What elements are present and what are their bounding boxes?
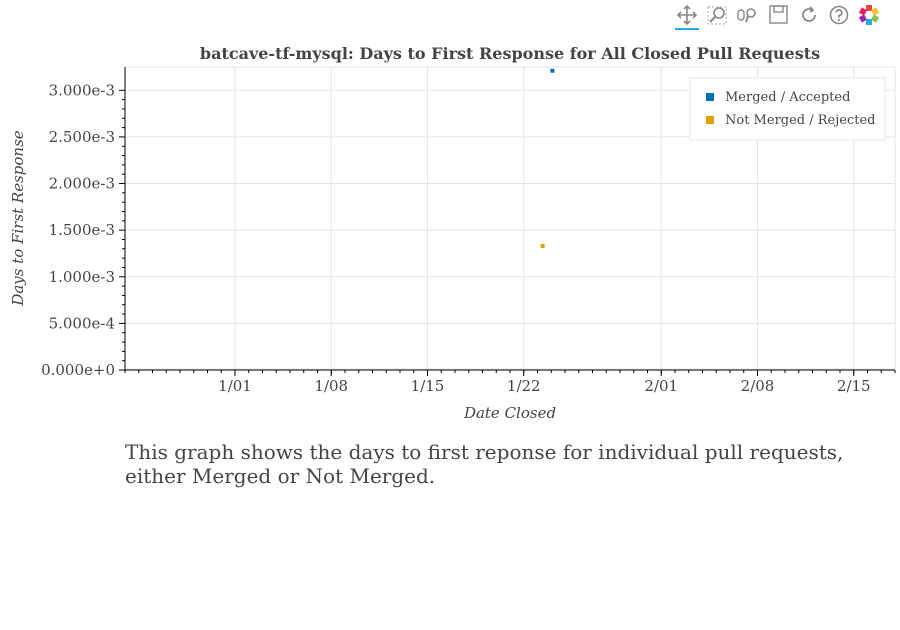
chart-title: batcave-tf-mysql: Days to First Response… (200, 44, 820, 63)
y-tick-label: 0.000e+0 (41, 361, 115, 379)
legend: Merged / Accepted Not Merged / Rejected (689, 77, 886, 141)
x-tick-label: 1/15 (411, 377, 445, 395)
y-tick-label: 2.500e-3 (49, 128, 115, 146)
not-merged-point[interactable] (540, 244, 545, 249)
x-axis-ticks: 1/01 1/08 1/15 1/22 2/01 2/08 2/15 (124, 370, 896, 395)
merged-point[interactable] (550, 68, 555, 73)
x-tick-label: 1/22 (507, 377, 541, 395)
y-tick-label: 1.500e-3 (49, 221, 115, 239)
help-tool-icon[interactable] (827, 3, 851, 27)
pan-tool-icon[interactable] (675, 3, 699, 30)
bokeh-logo-icon[interactable] (857, 3, 881, 27)
legend-label-not-merged: Not Merged / Rejected (725, 113, 875, 128)
x-tick-label: 2/15 (837, 377, 871, 395)
box-zoom-tool-icon[interactable] (706, 3, 730, 27)
legend-label-merged: Merged / Accepted (725, 90, 850, 105)
legend-swatch-merged (706, 93, 714, 101)
x-tick-label: 2/01 (644, 377, 678, 395)
x-tick-label: 1/08 (314, 377, 348, 395)
legend-box (689, 77, 886, 141)
y-tick-label: 2.000e-3 (49, 175, 115, 193)
x-tick-label: 2/08 (741, 377, 775, 395)
wheel-zoom-tool-icon[interactable] (736, 3, 760, 27)
y-axis-label: Days to First Response (9, 130, 27, 306)
legend-swatch-not-merged (706, 116, 714, 124)
y-tick-label: 5.000e-4 (49, 314, 115, 332)
save-tool-icon[interactable] (767, 3, 791, 27)
chart-description: This graph shows the days to first repon… (125, 440, 844, 488)
x-axis-label: Date Closed (463, 404, 556, 422)
data-points (540, 68, 555, 249)
scatter-chart: batcave-tf-mysql: Days to First Response… (9, 44, 896, 422)
y-tick-label: 1.000e-3 (49, 268, 115, 286)
y-axis-ticks: 0.000e+0 5.000e-4 1.000e-3 1.500e-3 2.000e-3… (41, 81, 125, 379)
y-tick-label: 3.000e-3 (49, 81, 115, 99)
reset-tool-icon[interactable] (797, 3, 821, 27)
x-tick-label: 1/01 (218, 377, 252, 395)
chart-toolbar (675, 0, 900, 32)
